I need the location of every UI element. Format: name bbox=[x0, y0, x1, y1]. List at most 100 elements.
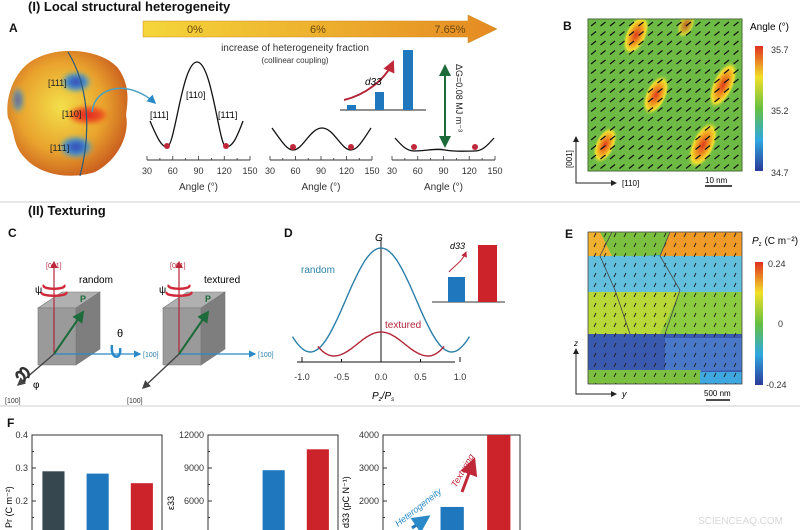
f-y-axis-label: Pr (C m⁻²) bbox=[4, 486, 14, 528]
legend-textured: textured bbox=[385, 320, 421, 331]
bar-chart-0: 0.4 0.3 0.2Pr (C m⁻²) bbox=[4, 430, 163, 530]
annotation-texturing: Texturing bbox=[449, 452, 476, 489]
angle-tick-label: 90 bbox=[438, 166, 448, 176]
polarization-map bbox=[587, 231, 743, 385]
panel-label-e: E bbox=[565, 227, 573, 241]
cube-random-psi: ψ bbox=[35, 285, 42, 296]
cube-textured-axis-100-front: [100] bbox=[127, 398, 143, 405]
angle-tick-label: 150 bbox=[364, 166, 379, 176]
curve-label-111: [111] bbox=[150, 110, 169, 120]
f-y-tick-label: 0.2 bbox=[15, 496, 28, 506]
energy-curve-1 bbox=[271, 127, 372, 151]
angle-axis-1: 30 60 90 120 150 Angle (°) bbox=[265, 156, 380, 193]
f-y-axis-label: ε33 bbox=[166, 496, 176, 510]
panel-label-a: A bbox=[9, 21, 18, 35]
angle-tick-label: 90 bbox=[193, 166, 203, 176]
zoom-arrow-icon bbox=[91, 87, 157, 113]
bar-0 bbox=[42, 471, 65, 530]
energy-surface-sphere: [111] [110] [11̄1] bbox=[7, 50, 128, 177]
f-y-tick-label: 9000 bbox=[184, 463, 204, 473]
cube-random: [001] P ψ random θ [100] φ [100] bbox=[5, 260, 159, 405]
inset-d-d33-label: d33 bbox=[450, 241, 465, 251]
cube-random-axis-100-right: [100] bbox=[143, 352, 159, 359]
map-b-scale-bar-label: 10 nm bbox=[705, 176, 728, 185]
cube-random-p-label: P bbox=[80, 294, 86, 304]
cube-textured-p-label: P bbox=[205, 294, 211, 304]
bar-1 bbox=[86, 473, 109, 530]
angle-colorbar-title: Angle (°) bbox=[750, 22, 789, 33]
d-tick-label: -0.5 bbox=[334, 372, 350, 382]
angle-tick-label: 60 bbox=[168, 166, 178, 176]
curve-random bbox=[291, 247, 471, 353]
cube-random-phi: φ bbox=[33, 380, 40, 391]
cube-textured-title: textured bbox=[204, 275, 240, 286]
map-e-axis-y: y bbox=[621, 389, 627, 399]
panel-label-c: C bbox=[8, 226, 17, 240]
angle-colorbar-tick-max: 35.7 bbox=[771, 45, 789, 55]
energy-curve-2 bbox=[394, 137, 495, 152]
energy-curve-0: [111] [110] [11̄1] bbox=[149, 61, 244, 149]
f-y-tick-label: 6000 bbox=[184, 496, 204, 506]
sphere-label-111: [111] bbox=[48, 78, 67, 88]
angle-tick-label: 120 bbox=[339, 166, 354, 176]
angle-axis-2: 30 60 90 120 150 Angle (°) bbox=[387, 156, 503, 193]
map-e-scale-bar-label: 500 nm bbox=[704, 389, 731, 398]
angle-tick-label: 150 bbox=[487, 166, 502, 176]
inset-bar-2 bbox=[403, 50, 413, 110]
angle-tick-label: 60 bbox=[413, 166, 423, 176]
d-tick-label: 0.0 bbox=[375, 372, 388, 382]
d-tick-label: 1.0 bbox=[454, 372, 467, 382]
curve-label-110: [110] bbox=[186, 90, 205, 100]
polarization-colorbar-tick-mid: 0 bbox=[778, 319, 783, 329]
f-y-tick-label: 0.4 bbox=[15, 430, 28, 440]
cube-random-axis-001: [001] bbox=[46, 263, 62, 270]
bar-1 bbox=[262, 470, 285, 530]
d-tick-label: 0.5 bbox=[414, 372, 427, 382]
map-e-axis-z: z bbox=[573, 339, 578, 348]
section-title-texturing: (II) Texturing bbox=[28, 203, 106, 218]
map-b-axes bbox=[575, 138, 615, 184]
map-b-axis-110: [110] bbox=[622, 179, 639, 188]
angle-colorbar-tick-mid: 35.2 bbox=[771, 106, 789, 116]
bar-2 bbox=[487, 435, 511, 530]
cube-random-axis-100-front: [100] bbox=[5, 398, 21, 405]
curve-textured bbox=[317, 331, 445, 357]
polarization-colorbar bbox=[755, 262, 763, 385]
angle-map bbox=[587, 18, 743, 172]
inset-d33-label: d33 bbox=[365, 77, 382, 88]
polarization-colorbar-tick-min: -0.24 bbox=[766, 380, 787, 390]
sphere-label-11-1: [11̄1] bbox=[50, 143, 69, 153]
bar-2 bbox=[306, 449, 329, 530]
cube-textured-psi: ψ bbox=[159, 285, 166, 296]
angle-tick-label: 90 bbox=[316, 166, 326, 176]
f-y-tick-label: 3000 bbox=[359, 463, 379, 473]
angle-tick-label: 30 bbox=[265, 166, 275, 176]
cube-random-title: random bbox=[79, 275, 113, 286]
cube-textured-axis-001: [001] bbox=[170, 263, 186, 270]
angle-tick-label: 60 bbox=[290, 166, 300, 176]
free-energy-plot: G -1.0 -0.5 0.0 0.5 1.0 random textured Pz/P… bbox=[291, 233, 471, 403]
fraction-label-2: 7.65% bbox=[434, 24, 465, 36]
bar-2 bbox=[130, 483, 153, 530]
watermark: SCIENCEAQ.COM bbox=[698, 516, 783, 527]
inset-d-bar-random bbox=[448, 277, 465, 302]
d-tick-label: -1.0 bbox=[294, 372, 310, 382]
panel-label-b: B bbox=[563, 19, 572, 33]
angle-colorbar-tick-min: 34.7 bbox=[771, 168, 789, 178]
f-y-axis-label: d33 (pC N⁻¹) bbox=[341, 476, 351, 528]
fraction-caption: increase of heterogeneity fraction bbox=[221, 43, 369, 54]
angle-tick-label: 120 bbox=[462, 166, 477, 176]
panel-label-d: D bbox=[284, 226, 293, 240]
angle-tick-label: 30 bbox=[387, 166, 397, 176]
angle-tick-label: 30 bbox=[142, 166, 152, 176]
f-y-tick-label: 2000 bbox=[359, 496, 379, 506]
angle-axis-label: Angle (°) bbox=[424, 182, 463, 193]
angle-axis-label: Angle (°) bbox=[301, 182, 340, 193]
bar-1 bbox=[440, 506, 464, 530]
legend-random: random bbox=[301, 265, 335, 276]
map-e-axes bbox=[575, 350, 615, 395]
f-y-tick-label: 0.3 bbox=[15, 463, 28, 473]
